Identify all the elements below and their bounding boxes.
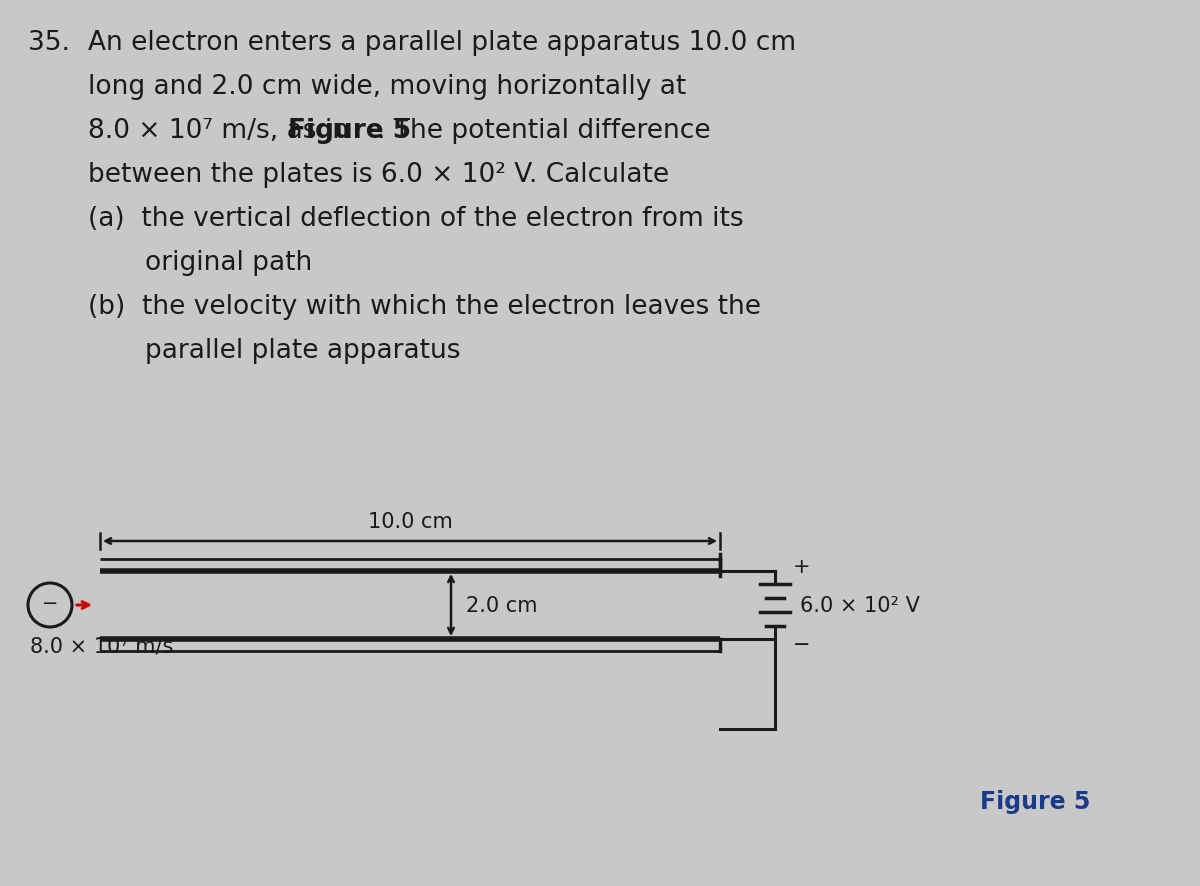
Text: 10.0 cm: 10.0 cm: [367, 511, 452, 532]
Text: (a)  the vertical deflection of the electron from its: (a) the vertical deflection of the elect…: [88, 206, 744, 232]
Text: 6.0 × 10² V: 6.0 × 10² V: [800, 595, 920, 615]
Text: parallel plate apparatus: parallel plate apparatus: [145, 338, 461, 363]
Text: original path: original path: [145, 250, 312, 276]
Text: between the plates is 6.0 × 10² V. Calculate: between the plates is 6.0 × 10² V. Calcu…: [88, 162, 670, 188]
Text: 2.0 cm: 2.0 cm: [466, 595, 538, 615]
Text: −: −: [793, 634, 810, 654]
Text: 8.0 × 10⁷ m/s, as in: 8.0 × 10⁷ m/s, as in: [88, 118, 358, 144]
Text: 35.: 35.: [28, 30, 70, 56]
Text: long and 2.0 cm wide, moving horizontally at: long and 2.0 cm wide, moving horizontall…: [88, 74, 686, 100]
Text: 8.0 × 10⁷ m/s: 8.0 × 10⁷ m/s: [30, 635, 173, 656]
Text: (b)  the velocity with which the electron leaves the: (b) the velocity with which the electron…: [88, 293, 761, 320]
Text: +: +: [793, 556, 811, 577]
Text: Figure 5: Figure 5: [980, 789, 1091, 813]
Text: Figure 5: Figure 5: [288, 118, 410, 144]
Text: −: −: [42, 594, 58, 613]
Text: . The potential difference: . The potential difference: [377, 118, 710, 144]
Text: An electron enters a parallel plate apparatus 10.0 cm: An electron enters a parallel plate appa…: [88, 30, 796, 56]
